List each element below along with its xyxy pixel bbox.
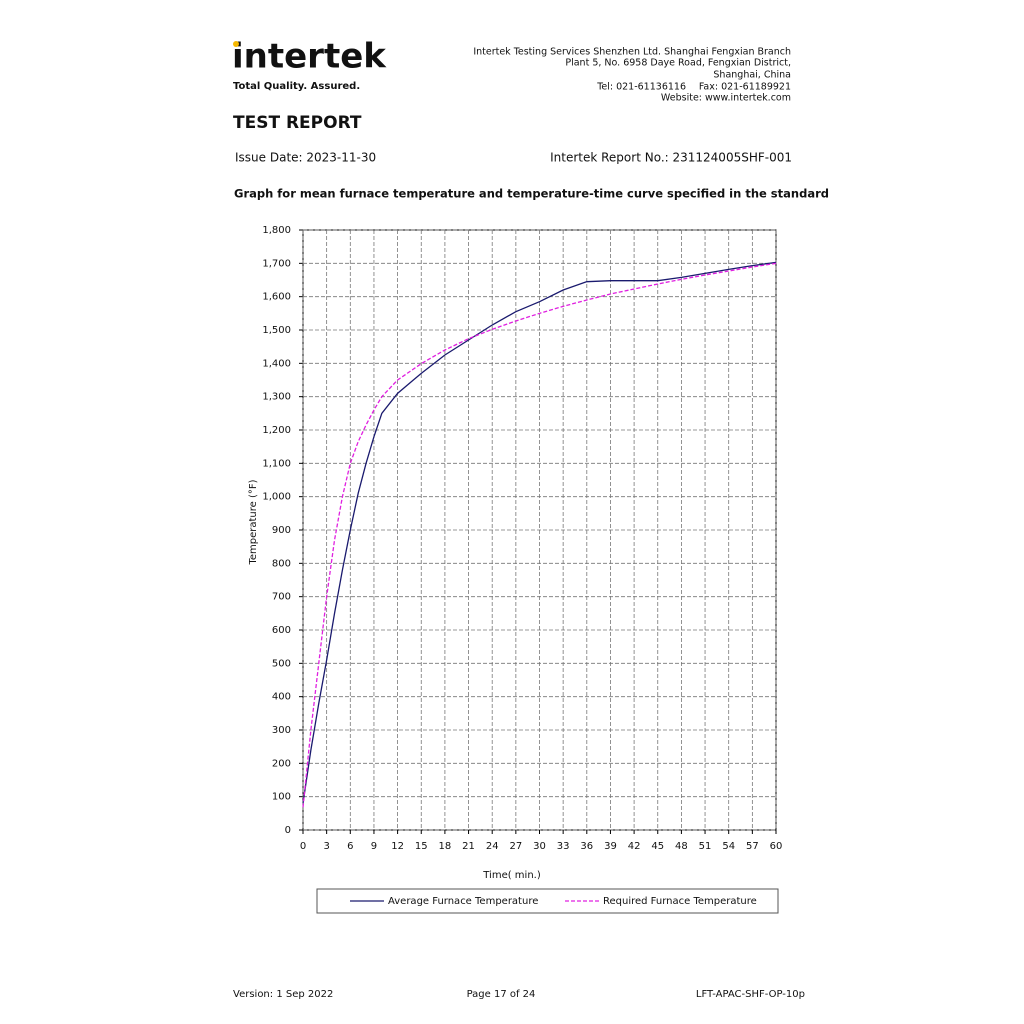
x-tick-label: 54 bbox=[722, 841, 735, 852]
logo-dot bbox=[233, 41, 239, 47]
website: Website: www.intertek.com bbox=[661, 93, 791, 104]
y-tick-label: 400 bbox=[272, 692, 291, 703]
y-tick-label: 1,100 bbox=[262, 458, 291, 469]
x-tick-label: 6 bbox=[347, 841, 353, 852]
x-tick-label: 9 bbox=[371, 841, 377, 852]
y-tick-label: 1,700 bbox=[262, 258, 291, 269]
issue-date: Issue Date: 2023-11-30 bbox=[235, 151, 376, 165]
x-tick-label: 36 bbox=[580, 841, 593, 852]
report-no: Intertek Report No.: 231124005SHF-001 bbox=[550, 151, 792, 165]
x-tick-label: 18 bbox=[439, 841, 452, 852]
y-tick-label: 1,200 bbox=[262, 425, 291, 436]
report-title: TEST REPORT bbox=[233, 113, 362, 133]
x-tick-label: 0 bbox=[300, 841, 306, 852]
footer-code: LFT-APAC-SHF-OP-10p bbox=[696, 989, 805, 1000]
y-tick-label: 1,400 bbox=[262, 358, 291, 369]
x-axis-label: Time( min.) bbox=[482, 870, 541, 881]
address-line: Intertek Testing Services Shenzhen Ltd. … bbox=[473, 47, 791, 58]
y-tick-label: 200 bbox=[272, 758, 291, 769]
x-tick-label: 15 bbox=[415, 841, 428, 852]
legend-label: Average Furnace Temperature bbox=[388, 896, 538, 907]
graph-title: Graph for mean furnace temperature and t… bbox=[234, 187, 829, 201]
fax: Fax: 021-61189921 bbox=[699, 82, 791, 93]
series-line bbox=[302, 262, 777, 808]
x-tick-label: 12 bbox=[391, 841, 404, 852]
x-tick-label: 21 bbox=[462, 841, 475, 852]
y-tick-label: 1,000 bbox=[262, 492, 291, 503]
tel: Tel: 021-61136116 bbox=[596, 82, 686, 93]
legend bbox=[316, 888, 779, 914]
y-tick-label: 700 bbox=[272, 592, 291, 603]
y-tick-label: 300 bbox=[272, 725, 291, 736]
x-tick-label: 3 bbox=[323, 841, 329, 852]
y-tick-label: 800 bbox=[272, 558, 291, 569]
y-tick-label: 100 bbox=[272, 792, 291, 803]
series-line bbox=[302, 261, 777, 804]
x-tick-label: 42 bbox=[628, 841, 641, 852]
x-tick-label: 51 bbox=[699, 841, 712, 852]
address-line: Shanghai, China bbox=[713, 70, 791, 81]
address-line: Plant 5, No. 6958 Daye Road, Fengxian Di… bbox=[565, 58, 791, 69]
logo: intertek bbox=[232, 37, 387, 77]
x-tick-label: 39 bbox=[604, 841, 617, 852]
legend-label: Required Furnace Temperature bbox=[603, 896, 757, 907]
x-tick-label: 27 bbox=[509, 841, 522, 852]
footer-page: Page 17 of 24 bbox=[467, 989, 536, 1000]
tagline: Total Quality. Assured. bbox=[233, 81, 360, 92]
x-tick-label: 57 bbox=[746, 841, 759, 852]
y-tick-label: 900 bbox=[272, 525, 291, 536]
x-tick-label: 30 bbox=[533, 841, 546, 852]
x-tick-label: 45 bbox=[651, 841, 664, 852]
x-tick-label: 48 bbox=[675, 841, 688, 852]
x-tick-label: 33 bbox=[557, 841, 570, 852]
footer-version: Version: 1 Sep 2022 bbox=[233, 989, 333, 1000]
y-tick-label: 1,800 bbox=[262, 225, 291, 236]
y-tick-label: 600 bbox=[272, 625, 291, 636]
y-tick-label: 1,500 bbox=[262, 325, 291, 336]
x-tick-label: 60 bbox=[770, 841, 783, 852]
y-axis-label: Temperature (°F) bbox=[248, 479, 259, 565]
y-tick-label: 1,600 bbox=[262, 292, 291, 303]
y-tick-label: 500 bbox=[272, 658, 291, 669]
y-tick-label: 0 bbox=[285, 825, 291, 836]
x-tick-label: 24 bbox=[486, 841, 499, 852]
y-tick-label: 1,300 bbox=[262, 392, 291, 403]
